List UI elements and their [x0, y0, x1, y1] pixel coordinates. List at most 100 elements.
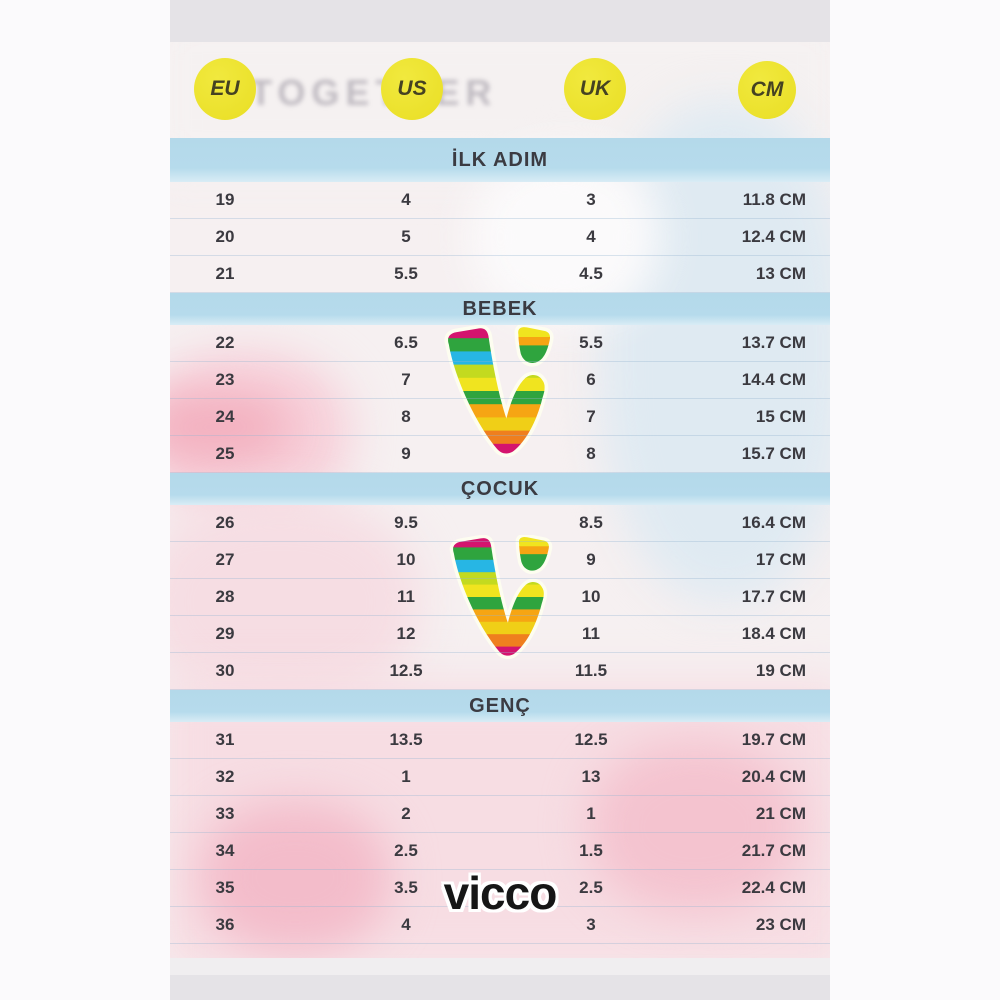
cell-us: 5 — [401, 227, 411, 246]
cell-cm: 21 CM — [755, 804, 806, 823]
table-row: 35 3.5 2.5 22.4 CM — [170, 870, 830, 907]
column-badge-us: US — [381, 58, 443, 120]
cell-us: 4 — [401, 190, 411, 209]
table-row: 34 2.5 1.5 21.7 CM — [170, 833, 830, 870]
cell-us: 3.5 — [394, 878, 418, 897]
cell-cm: 13 CM — [755, 264, 806, 283]
cell-eu: 28 — [215, 587, 235, 606]
cell-eu: 34 — [215, 841, 235, 860]
cell-cm: 11.8 CM — [742, 190, 806, 209]
cell-eu: 29 — [215, 624, 235, 643]
cell-us: 10 — [396, 550, 416, 569]
cell-uk: 8.5 — [579, 513, 603, 532]
cell-us: 13.5 — [389, 730, 423, 749]
table-header-row: EU US UK CM — [170, 42, 830, 138]
photo-blob — [200, 802, 390, 952]
cell-us: 12 — [396, 624, 416, 643]
size-table: EU US UK CM İLK ADIM 19 4 3 11.8 CM 20 5… — [170, 42, 830, 944]
cell-us: 7 — [401, 370, 411, 389]
background-photo-text: TOGETHER — [250, 72, 498, 113]
cell-eu: 31 — [215, 730, 235, 749]
table-row: 22 6.5 5.5 13.7 CM — [170, 325, 830, 362]
cell-cm: 19 CM — [755, 661, 806, 680]
cell-us: 6.5 — [394, 333, 418, 352]
column-badge-cm: CM — [738, 61, 796, 119]
cell-cm: 18.4 CM — [741, 624, 806, 643]
section-band-cocuk: ÇOCUK — [170, 473, 830, 505]
column-badge-eu: EU — [194, 58, 256, 120]
cell-eu: 21 — [215, 264, 235, 283]
cell-us: 4 — [401, 915, 411, 934]
cell-eu: 26 — [215, 513, 235, 532]
cell-us: 2.5 — [394, 841, 418, 860]
cell-uk: 11.5 — [574, 661, 608, 680]
cell-cm: 22.4 CM — [741, 878, 806, 897]
cell-cm: 21.7 CM — [741, 841, 806, 860]
vicco-v-logo — [449, 535, 553, 659]
table-row: 32 1 13 20.4 CM — [170, 759, 830, 796]
cell-uk: 8 — [586, 444, 596, 463]
photo-blob — [170, 392, 290, 462]
cell-eu: 36 — [215, 915, 235, 934]
table-row: 30 12.5 11.5 19 CM — [170, 653, 830, 690]
cell-us: 8 — [401, 407, 411, 426]
photo-card: TOGETHER — [170, 42, 830, 958]
table-row: 26 9.5 8.5 16.4 CM — [170, 505, 830, 542]
section-band-genc: GENÇ — [170, 690, 830, 722]
cell-eu: 35 — [215, 878, 235, 897]
cell-uk: 2.5 — [579, 878, 603, 897]
cell-uk: 1 — [586, 804, 596, 823]
cell-uk: 10 — [581, 587, 601, 606]
cell-eu: 23 — [215, 370, 235, 389]
cell-eu: 22 — [215, 333, 235, 352]
cell-uk: 13 — [581, 767, 601, 786]
cell-us: 12.5 — [389, 661, 423, 680]
cell-uk: 3 — [586, 190, 596, 209]
cell-uk: 11 — [582, 624, 600, 643]
cell-eu: 27 — [215, 550, 235, 569]
vicco-v-logo — [444, 325, 554, 457]
cell-eu: 33 — [215, 804, 235, 823]
cell-uk: 4.5 — [579, 264, 603, 283]
photo-blob — [170, 497, 420, 707]
cell-cm: 14.4 CM — [741, 370, 806, 389]
cell-uk: 7 — [586, 407, 596, 426]
cell-us: 2 — [401, 804, 411, 823]
table-row: 23 7 6 14.4 CM — [170, 362, 830, 399]
section-band-bebek: BEBEK — [170, 293, 830, 325]
cell-uk: 12.5 — [574, 730, 608, 749]
chart-column-background: TOGETHER — [170, 0, 830, 1000]
cell-eu: 20 — [215, 227, 235, 246]
cell-us: 9 — [401, 444, 411, 463]
cell-cm: 12.4 CM — [741, 227, 806, 246]
cell-us: 1 — [401, 767, 411, 786]
table-row: 28 11 10 17.7 CM — [170, 579, 830, 616]
cell-eu: 19 — [215, 190, 235, 209]
cell-uk: 3 — [586, 915, 596, 934]
table-row: 25 9 8 15.7 CM — [170, 436, 830, 473]
cell-us: 9.5 — [394, 513, 418, 532]
section-band-ilk-adim: İLK ADIM — [170, 138, 830, 182]
cell-uk: 5.5 — [579, 333, 603, 352]
cell-cm: 17.7 CM — [741, 587, 806, 606]
table-row: 20 5 4 12.4 CM — [170, 219, 830, 256]
card-bottom-strip — [170, 958, 830, 975]
cell-cm: 16.4 CM — [741, 513, 806, 532]
cell-cm: 15.7 CM — [741, 444, 806, 463]
cell-eu: 25 — [215, 444, 235, 463]
cell-us: 5.5 — [394, 264, 418, 283]
cell-cm: 17 CM — [755, 550, 806, 569]
cell-uk: 1.5 — [579, 841, 603, 860]
cell-us: 11 — [397, 587, 415, 606]
table-row: 27 10 9 17 CM — [170, 542, 830, 579]
cell-eu: 30 — [215, 661, 235, 680]
cell-cm: 19.7 CM — [741, 730, 806, 749]
table-row: 21 5.5 4.5 13 CM — [170, 256, 830, 293]
cell-uk: 4 — [586, 227, 596, 246]
table-row: 36 4 3 23 CM — [170, 907, 830, 944]
column-badge-uk: UK — [564, 58, 626, 120]
vicco-wordmark: vicco — [443, 867, 558, 919]
cell-uk: 9 — [586, 550, 596, 569]
cell-cm: 23 CM — [755, 915, 806, 934]
